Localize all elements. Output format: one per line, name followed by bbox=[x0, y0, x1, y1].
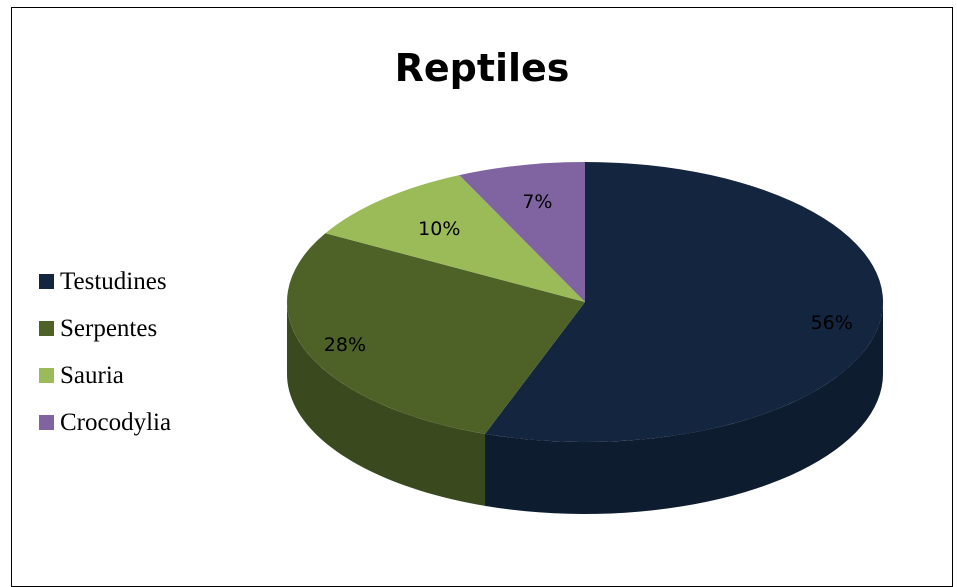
legend-swatch-crocodylia bbox=[39, 415, 54, 430]
pie-slice-serpentes bbox=[287, 233, 585, 434]
pie-slice-testudines bbox=[485, 162, 884, 442]
pie-slice-crocodylia bbox=[459, 162, 585, 302]
legend-item-crocodylia: Crocodylia bbox=[39, 399, 171, 446]
legend-item-sauria: Sauria bbox=[39, 352, 171, 399]
data-label-sauria: 10% bbox=[418, 218, 460, 240]
chart-title: Reptiles bbox=[394, 46, 570, 90]
legend: Testudines Serpentes Sauria Crocodylia bbox=[39, 258, 171, 446]
legend-item-serpentes: Serpentes bbox=[39, 305, 171, 352]
data-label-testudines: 56% bbox=[811, 312, 853, 334]
legend-item-testudines: Testudines bbox=[39, 258, 171, 305]
legend-label-testudines: Testudines bbox=[60, 267, 167, 295]
pie-side-serpentes bbox=[287, 302, 486, 506]
data-label-crocodylia: 7% bbox=[522, 191, 552, 213]
legend-label-crocodylia: Crocodylia bbox=[60, 408, 172, 436]
pie-slices bbox=[287, 162, 884, 442]
pie-side-walls bbox=[287, 302, 883, 514]
legend-label-sauria: Sauria bbox=[60, 361, 124, 389]
pie-side-testudines bbox=[485, 302, 883, 514]
pie-slice-sauria bbox=[325, 175, 585, 302]
pie-data-labels: 56% 28% 10% 7% bbox=[324, 191, 853, 356]
legend-swatch-serpentes bbox=[39, 321, 54, 336]
legend-swatch-sauria bbox=[39, 368, 54, 383]
legend-swatch-testudines bbox=[39, 274, 54, 289]
data-label-serpentes: 28% bbox=[324, 334, 366, 356]
legend-label-serpentes: Serpentes bbox=[60, 314, 158, 342]
